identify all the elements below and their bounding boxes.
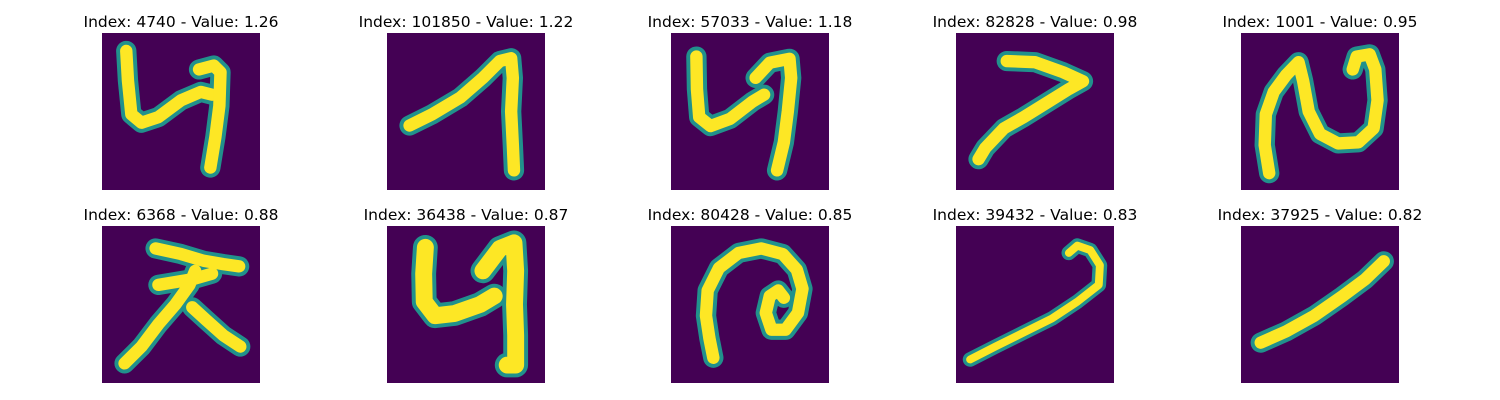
digit-image — [671, 33, 829, 190]
panel-3: Index: 57033 - Value: 1.18 — [648, 12, 852, 190]
panel-title: Index: 39432 - Value: 0.83 — [932, 206, 1138, 224]
panel-10: Index: 37925 - Value: 0.82 — [1218, 205, 1422, 383]
panel-2: Index: 101850 - Value: 1.22 — [359, 12, 573, 190]
panel-1: Index: 4740 - Value: 1.26 — [84, 12, 278, 190]
panel-title: Index: 1001 - Value: 0.95 — [1222, 13, 1418, 31]
panel-9: Index: 39432 - Value: 0.83 — [933, 205, 1137, 383]
digit-image — [387, 226, 545, 383]
panel-4: Index: 82828 - Value: 0.98 — [933, 12, 1137, 190]
panel-title: Index: 57033 - Value: 1.18 — [647, 13, 853, 31]
panel-title: Index: 37925 - Value: 0.82 — [1217, 206, 1423, 224]
digit-image — [102, 226, 260, 383]
panel-7: Index: 36438 - Value: 0.87 — [364, 205, 568, 383]
panel-title: Index: 101850 - Value: 1.22 — [358, 13, 574, 31]
panel-title: Index: 36438 - Value: 0.87 — [363, 206, 569, 224]
panel-title: Index: 4740 - Value: 1.26 — [83, 13, 279, 31]
digit-image — [102, 33, 260, 190]
digit-image — [956, 33, 1114, 190]
digit-image — [671, 226, 829, 383]
panel-6: Index: 6368 - Value: 0.88 — [84, 205, 278, 383]
panel-5: Index: 1001 - Value: 0.95 — [1223, 12, 1417, 190]
digit-image — [1241, 226, 1399, 383]
digit-image — [956, 226, 1114, 383]
panel-title: Index: 82828 - Value: 0.98 — [932, 13, 1138, 31]
digit-image — [387, 33, 545, 190]
panel-title: Index: 6368 - Value: 0.88 — [83, 206, 279, 224]
panel-title: Index: 80428 - Value: 0.85 — [647, 206, 853, 224]
panel-8: Index: 80428 - Value: 0.85 — [648, 205, 852, 383]
digit-image — [1241, 33, 1399, 190]
